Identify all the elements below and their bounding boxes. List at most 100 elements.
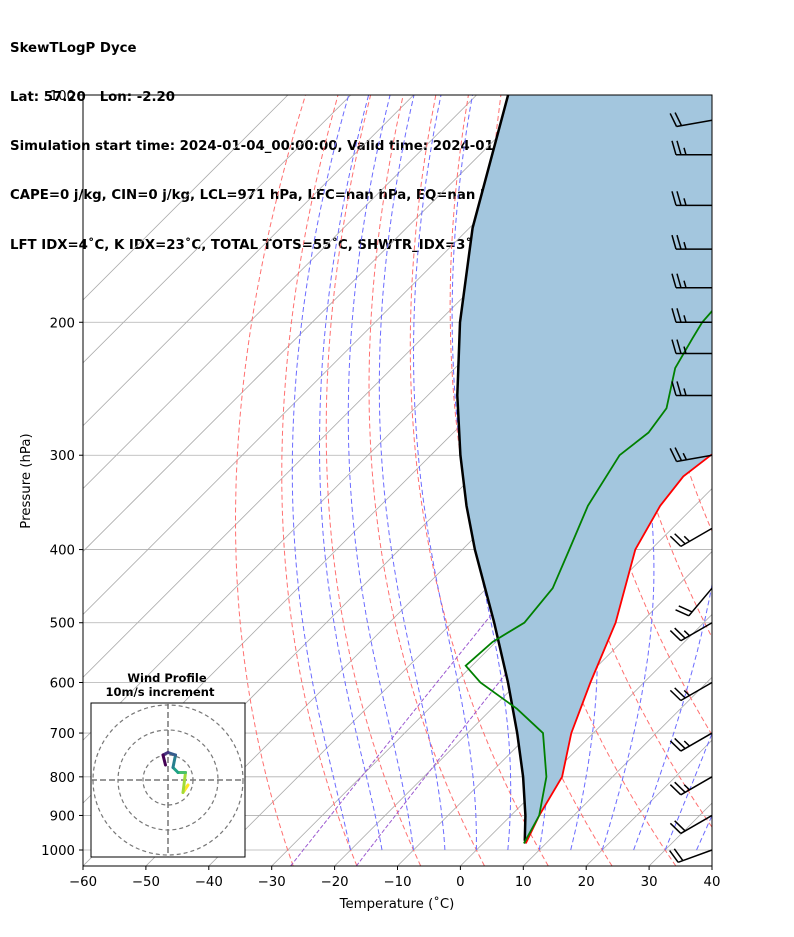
wind-barb-feather — [676, 339, 682, 354]
wind-barb-staff — [680, 622, 713, 642]
moist-adiabat — [633, 95, 712, 851]
wind-barb — [671, 234, 712, 250]
wind-barb-staff — [676, 119, 713, 128]
wind-barb-feather — [674, 687, 686, 699]
wind-barb — [669, 681, 713, 702]
wind-barb — [669, 732, 713, 752]
wind-barb-feather — [683, 535, 691, 542]
cape-shading — [457, 95, 712, 844]
wind-barb — [669, 112, 713, 128]
moist-adiabat — [291, 95, 352, 851]
wind-barb-feather — [671, 273, 677, 288]
wind-barb-feather — [676, 381, 682, 396]
x-tick-label: 40 — [704, 875, 721, 890]
y-tick-label: 100 — [50, 89, 75, 104]
hodograph-segment — [171, 753, 177, 769]
x-tick-label: −10 — [383, 875, 411, 890]
wind-barb-feather — [669, 113, 678, 127]
x-tick-label: 0 — [456, 875, 464, 890]
wind-barb-feather — [682, 452, 688, 461]
wind-barb-feather — [675, 609, 690, 617]
wind-barb-feather — [683, 630, 691, 637]
wind-barb-feather — [669, 784, 682, 796]
dry-adiabat — [409, 95, 549, 866]
wind-barb — [669, 622, 713, 642]
wind-barb — [669, 776, 713, 796]
wind-barb — [671, 191, 712, 207]
wind-barb — [669, 527, 713, 548]
wind-barb-feather — [683, 346, 687, 354]
chart-title: SkewTLogP Dyce — [10, 40, 137, 56]
wind-barb-feather — [669, 630, 682, 642]
wind-barb-feather — [676, 308, 682, 323]
dry-adiabat — [235, 95, 306, 866]
isotherm-line — [83, 95, 540, 553]
wind-barb-staff — [680, 681, 713, 702]
x-tick-label: 10 — [515, 875, 532, 890]
isotherm-line — [83, 95, 289, 301]
wind-barb-feather — [669, 850, 679, 863]
x-tick-label: 30 — [641, 875, 658, 890]
wind-barb-staff — [680, 814, 713, 835]
wind-barb-feather — [671, 381, 677, 396]
y-axis-label: Pressure (hPa) — [19, 433, 34, 528]
wind-barb-feather — [669, 535, 682, 547]
wind-barb-feather — [683, 198, 687, 206]
wind-barb-feather — [678, 605, 693, 613]
dry-adiabat — [281, 95, 358, 866]
wind-barb-feather — [676, 140, 682, 155]
wind-barb — [675, 587, 713, 617]
x-tick-label: −30 — [258, 875, 286, 890]
dewpoint-line — [464, 309, 712, 844]
x-tick-label: −20 — [321, 875, 349, 890]
moist-adiabat — [664, 731, 712, 851]
wind-barb-feather — [671, 140, 677, 155]
wind-barb-feather — [683, 241, 687, 250]
inset-title: Wind Profile — [127, 671, 207, 685]
wind-barb — [671, 308, 712, 324]
isotherm-line — [83, 95, 414, 427]
moist-adiabat — [451, 95, 512, 851]
x-tick-label: −60 — [69, 875, 97, 890]
wind-barb-feather — [671, 308, 677, 323]
wind-barb-staff — [680, 732, 713, 752]
wind-barb-feather — [683, 315, 687, 323]
wind-barb-feather — [683, 280, 687, 288]
isotherm-line — [460, 613, 712, 866]
y-tick-label: 1000 — [41, 844, 75, 859]
wind-barb-feather — [674, 533, 686, 545]
wind-barb — [671, 339, 712, 355]
wind-barb-staff — [676, 454, 713, 463]
wind-barb-feather — [671, 339, 677, 354]
wind-barb-feather — [674, 737, 686, 750]
wind-barb-feather — [683, 147, 687, 155]
inset-subtitle: 10m/s increment — [106, 685, 215, 699]
isotherm-line — [83, 95, 477, 490]
wind-barb-feather — [669, 740, 682, 752]
y-tick-label: 300 — [50, 449, 75, 464]
wind-barb-feather — [683, 784, 691, 791]
isotherm-line — [334, 488, 712, 866]
wind-barb-staff — [680, 776, 713, 796]
wind-barb-feather — [669, 822, 682, 834]
isotherm-line — [711, 865, 712, 866]
wind-barb-feather — [683, 388, 687, 396]
hodograph-area — [91, 703, 245, 857]
wind-barb — [669, 447, 713, 463]
hodograph-segment — [181, 771, 187, 794]
y-tick-label: 500 — [50, 617, 75, 632]
moist-adiabat — [412, 95, 477, 850]
wind-barb-staff — [677, 849, 713, 864]
wind-barb-feather — [674, 627, 686, 639]
wind-barb-feather — [676, 273, 682, 288]
wind-barb — [669, 848, 713, 864]
temperature-line — [524, 453, 712, 844]
x-tick-label: −40 — [195, 875, 223, 890]
moist-adiabat — [601, 95, 655, 851]
wind-barb-feather — [669, 689, 682, 702]
moist-adiabat — [378, 95, 446, 851]
y-tick-label: 800 — [50, 771, 75, 786]
isotherm-line — [83, 95, 352, 364]
y-tick-label: 900 — [50, 809, 75, 824]
y-tick-label: 200 — [50, 316, 75, 331]
